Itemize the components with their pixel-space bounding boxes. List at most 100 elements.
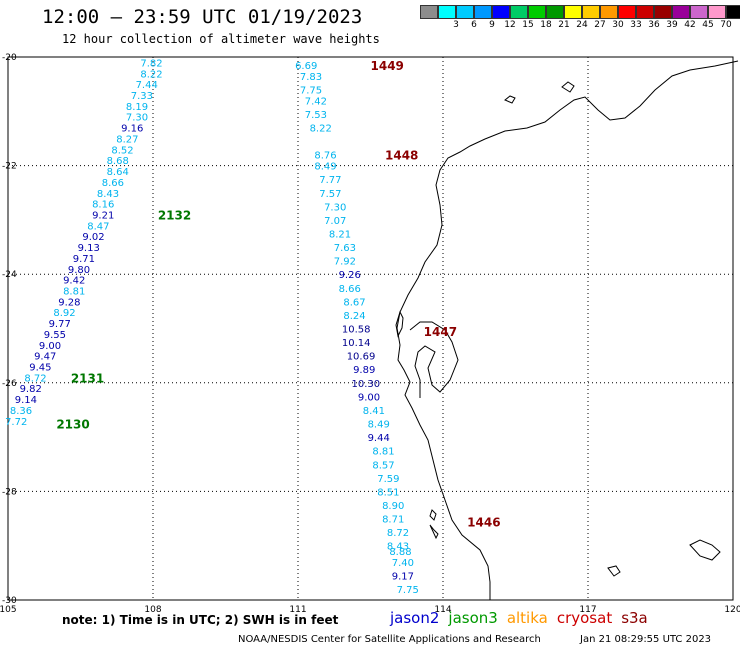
eastern-island-1 [689,539,721,561]
pass-time-label: 1449 [371,59,404,73]
legend-swatch [492,5,510,19]
swh-value: 8.27 [116,134,138,145]
legend-swatch [420,5,438,19]
credit-text: NOAA/NESDIS Center for Satellite Applica… [238,634,541,645]
satellite-legend: jason2 jason3 altika cryosat s3a [390,609,648,627]
eastern-island-2 [607,565,621,577]
swh-value: 8.88 [389,547,411,558]
satellite-jason3: jason3 [448,609,498,627]
swh-value: 9.47 [34,352,56,363]
satellite-tracks: 7.828.227.447.338.197.309.168.278.528.68… [5,58,501,596]
swh-value: 9.00 [358,392,380,403]
legend-swatch [546,5,564,19]
legend-swatch [474,5,492,19]
track-cryosat: 6.697.837.757.427.538.228.768.497.777.57… [295,59,501,596]
swh-value: 8.64 [107,167,129,178]
coastline [395,60,739,600]
satellite-s3a: s3a [621,609,648,627]
swh-value: 8.72 [387,528,409,539]
legend-swatch [438,5,456,19]
swh-value: 6.69 [295,61,317,72]
swh-value: 7.77 [319,175,341,186]
legend-label: 15 [522,20,534,30]
swh-value: 7.59 [377,474,399,485]
swh-value: 7.30 [324,202,346,213]
swh-value: 8.90 [382,501,404,512]
swh-value: 9.44 [368,433,390,444]
page-subtitle: 12 hour collection of altimeter wave hei… [62,32,380,46]
swh-value: 8.49 [368,420,390,431]
legend-label: 36 [648,20,660,30]
legend-swatch [600,5,618,19]
swh-value: 8.68 [107,156,129,167]
swh-value: 8.43 [387,542,409,553]
legend-swatch [510,5,528,19]
swh-value: 7.33 [131,91,153,102]
swh-value: 7.82 [140,58,162,69]
timestamp-text: Jan 21 08:29:55 UTC 2023 [580,634,712,645]
swh-value: 9.42 [63,276,85,287]
island-3 [429,509,437,521]
lon-tick-label: 111 [289,605,306,615]
pass-time-label: 1448 [385,149,418,163]
legend-label: 18 [540,20,552,30]
pass-time-label: 2131 [71,371,104,385]
lon-tick-label: 114 [434,605,451,615]
legend-label: 9 [489,20,495,30]
legend-label: 30 [612,20,624,30]
swh-value: 9.55 [44,330,66,341]
swh-value: 8.41 [363,406,385,417]
lat-tick-label: -22 [2,162,17,172]
lat-tick-label: -30 [2,596,17,606]
swh-value: 9.21 [92,210,114,221]
swh-value: 8.72 [24,373,46,384]
axis-ticks: 105 108 111 114 117 120 -20 -22 -24 -26 -28 -30 [0,53,740,615]
swh-value: 9.16 [121,124,143,135]
swh-value: 7.44 [136,80,158,91]
satellite-altika: altika [506,609,548,627]
swh-value: 8.16 [92,200,114,211]
legend-swatch [564,5,582,19]
swh-value: 9.45 [29,363,51,374]
swh-value: 7.57 [319,189,341,200]
swh-value: 9.26 [339,270,361,281]
swh-value: 8.57 [372,460,394,471]
swh-value: 9.17 [392,572,414,583]
legend-label: 33 [630,20,642,30]
shark-bay-peninsula [409,321,459,398]
swh-value: 7.53 [305,110,327,121]
swh-value: 9.82 [20,384,42,395]
lat-tick-label: -20 [2,53,17,63]
legend-label: 6 [471,20,477,30]
swh-value: 8.81 [372,447,394,458]
abrolhos-islands [429,524,439,540]
pass-time-label: 2130 [56,418,89,432]
swh-value: 8.51 [377,487,399,498]
page-title: 12:00 – 23:59 UTC 01/19/2023 [42,6,363,28]
legend-label: 45 [702,20,714,30]
legend-swatch [636,5,654,19]
swh-value: 10.30 [352,379,381,390]
lon-tick-label: 117 [579,605,596,615]
swh-value: 7.72 [5,417,27,428]
swh-value: 10.14 [342,338,371,349]
swh-value: 8.21 [329,229,351,240]
island-1 [504,95,516,104]
swh-value: 8.76 [314,151,336,162]
lat-tick-label: -24 [2,270,17,280]
swh-value: 8.36 [10,406,32,417]
pass-time-label: 2132 [158,208,191,222]
swh-value: 8.52 [111,145,133,156]
map-grid [7,56,734,601]
satellite-jason2: jason2 [390,609,440,627]
track-jason3: 7.828.227.447.338.197.309.168.278.528.68… [5,58,191,431]
swh-value: 7.92 [334,257,356,268]
australia-coastline [396,60,739,600]
legend-label: 27 [594,20,606,30]
legend-swatch [690,5,708,19]
swh-value: 8.19 [126,102,148,113]
swh-value: 8.24 [343,311,365,322]
